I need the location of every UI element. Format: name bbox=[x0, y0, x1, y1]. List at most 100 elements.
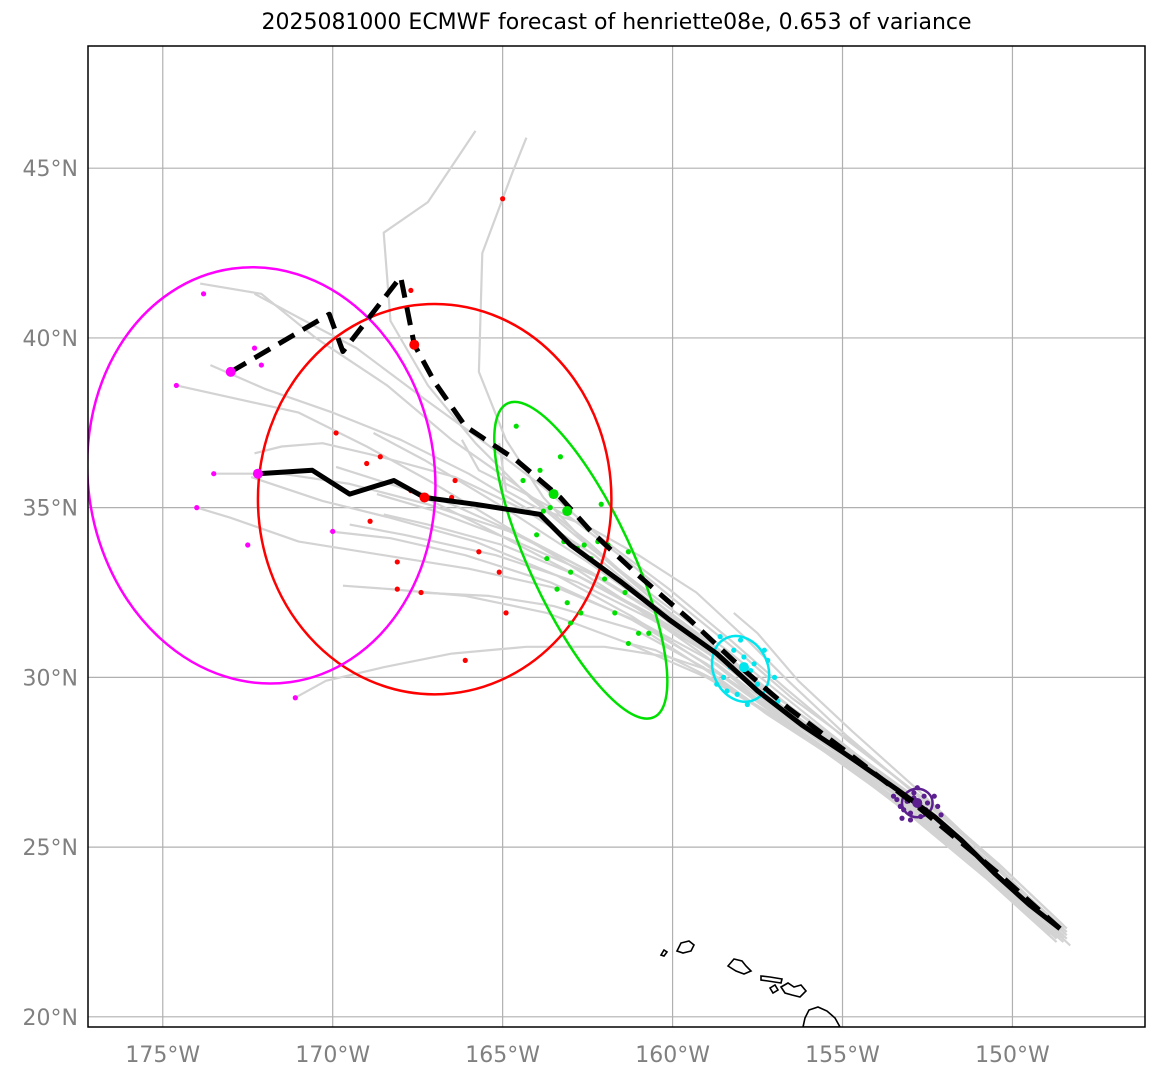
member-point bbox=[173, 382, 179, 389]
ensemble-track bbox=[648, 632, 1061, 940]
lon-tick-label: 160°W bbox=[635, 1043, 710, 1068]
mean-position-point bbox=[548, 489, 559, 500]
member-point bbox=[625, 640, 631, 647]
member-point bbox=[333, 430, 339, 436]
member-point bbox=[890, 793, 897, 799]
mean-position-point bbox=[409, 339, 420, 350]
member-point bbox=[476, 549, 482, 555]
member-point bbox=[737, 637, 744, 643]
member-point bbox=[761, 647, 767, 653]
member-point bbox=[503, 610, 509, 616]
member-point bbox=[724, 688, 730, 694]
member-point bbox=[211, 471, 217, 477]
member-point bbox=[194, 505, 200, 511]
member-point bbox=[731, 647, 737, 653]
member-point bbox=[200, 291, 207, 297]
mean-track-solid bbox=[257, 467, 1062, 931]
ensemble-track bbox=[349, 523, 1065, 933]
ensemble-track bbox=[460, 439, 1068, 930]
island-maui bbox=[779, 982, 808, 998]
member-point bbox=[245, 542, 251, 548]
uncertainty-ellipse bbox=[493, 400, 669, 720]
lon-tick-label: 170°W bbox=[295, 1043, 370, 1068]
member-point bbox=[612, 610, 618, 616]
island-kauai bbox=[675, 940, 696, 954]
member-point bbox=[907, 810, 914, 816]
ensemble-track bbox=[294, 645, 1065, 937]
member-point bbox=[602, 576, 608, 582]
member-point bbox=[418, 589, 424, 596]
member-point bbox=[544, 555, 550, 562]
uncertainty-ellipse bbox=[256, 302, 613, 696]
member-point bbox=[914, 785, 920, 791]
member-point bbox=[744, 701, 750, 708]
member-point bbox=[622, 589, 628, 596]
member-point bbox=[921, 793, 927, 799]
axis-ticks: 175°W 170°W 165°W 160°W 155°W 150°W 45°N 40°N 35… bbox=[23, 157, 1051, 1068]
member-point bbox=[547, 505, 553, 511]
ensemble-track bbox=[383, 513, 1065, 930]
ensemble-track bbox=[213, 472, 1054, 930]
ensemble-tracks bbox=[176, 130, 1071, 947]
member-point bbox=[734, 691, 740, 697]
mean-position-point bbox=[252, 468, 263, 479]
member-point bbox=[771, 674, 778, 680]
member-point bbox=[751, 661, 757, 667]
member-point bbox=[513, 423, 519, 429]
lat-tick-label: 25°N bbox=[23, 836, 78, 861]
member-point bbox=[568, 620, 574, 626]
mean-position-point bbox=[912, 797, 923, 808]
ensemble-track bbox=[733, 612, 1054, 923]
member-point bbox=[258, 362, 264, 368]
ensemble-track bbox=[335, 465, 1061, 930]
member-point bbox=[394, 559, 400, 565]
member-point bbox=[897, 803, 903, 809]
member-point bbox=[452, 477, 458, 484]
member-point bbox=[931, 793, 937, 799]
member-point bbox=[754, 681, 761, 687]
member-point bbox=[720, 674, 727, 680]
ensemble-track bbox=[417, 591, 1058, 937]
member-point bbox=[462, 657, 468, 663]
member-point bbox=[496, 569, 502, 575]
member-point bbox=[520, 477, 526, 484]
member-point bbox=[741, 654, 747, 660]
mean-tracks bbox=[225, 274, 1062, 931]
member-point bbox=[765, 657, 771, 663]
member-point bbox=[367, 518, 373, 524]
member-point bbox=[557, 454, 564, 460]
member-point bbox=[394, 586, 400, 592]
member-point bbox=[918, 813, 924, 820]
member-point bbox=[377, 454, 383, 460]
lon-tick-label: 155°W bbox=[805, 1043, 880, 1068]
member-point bbox=[330, 528, 336, 535]
member-point bbox=[938, 812, 944, 818]
island-niihau bbox=[659, 948, 669, 957]
member-point bbox=[292, 695, 298, 701]
member-point bbox=[500, 196, 506, 202]
island-hawaii bbox=[802, 1006, 841, 1027]
member-point bbox=[901, 807, 907, 813]
island-oahu bbox=[726, 958, 753, 975]
member-point bbox=[598, 501, 604, 507]
ensemble-track bbox=[628, 642, 1065, 943]
lat-tick-label: 45°N bbox=[23, 157, 78, 182]
lat-tick-label: 30°N bbox=[23, 666, 78, 691]
mean-position-point bbox=[738, 662, 749, 673]
mean-position-point bbox=[562, 506, 573, 517]
member-point bbox=[578, 610, 584, 616]
ensemble-track bbox=[196, 506, 1071, 947]
mean-position-point bbox=[419, 492, 430, 503]
member-point bbox=[568, 569, 574, 575]
mean-position-point bbox=[225, 366, 236, 377]
map-title: 2025081000 ECMWF forecast of henriette08… bbox=[261, 10, 972, 35]
member-point bbox=[911, 790, 917, 796]
member-point bbox=[907, 817, 914, 823]
island-molokai bbox=[760, 975, 783, 984]
uncertainty-ellipse bbox=[88, 266, 437, 685]
uncertainty-ellipse bbox=[710, 634, 771, 703]
member-point bbox=[537, 467, 543, 473]
lon-tick-label: 150°W bbox=[975, 1043, 1050, 1068]
member-point bbox=[251, 345, 258, 351]
member-point bbox=[646, 630, 652, 636]
